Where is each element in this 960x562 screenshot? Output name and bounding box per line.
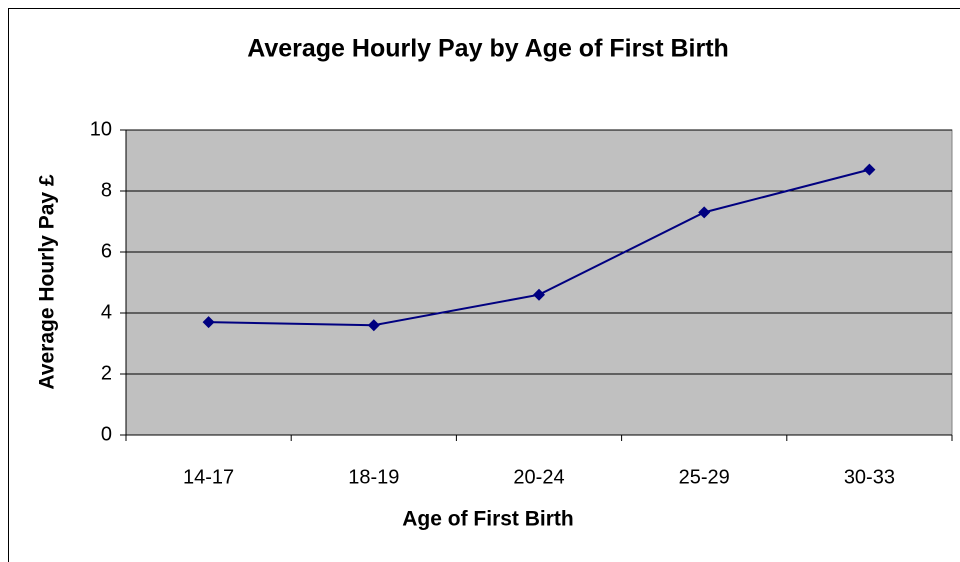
y-tick-label: 0 xyxy=(101,423,112,445)
x-tick-label: 25-29 xyxy=(679,466,730,488)
x-tick-label: 30-33 xyxy=(844,466,895,488)
x-tick-label: 20-24 xyxy=(513,466,564,488)
y-tick-label: 10 xyxy=(90,118,112,140)
chart-title: Average Hourly Pay by Age of First Birth xyxy=(247,35,729,63)
marker xyxy=(367,319,380,332)
y-tick-label: 4 xyxy=(101,301,112,323)
y-axis-title: Average Hourly Pay £ xyxy=(36,174,59,389)
marker xyxy=(863,163,876,176)
marker xyxy=(202,316,215,329)
plot-area xyxy=(125,129,953,436)
y-tick-label: 6 xyxy=(101,240,112,262)
y-tick-label: 2 xyxy=(101,362,112,384)
marker xyxy=(698,206,711,219)
marker xyxy=(533,288,545,301)
x-axis-title: Age of First Birth xyxy=(402,508,574,531)
x-tick-label: 14-17 xyxy=(183,466,234,488)
x-tick-label: 18-19 xyxy=(348,466,399,488)
y-tick-label: 8 xyxy=(101,179,112,201)
